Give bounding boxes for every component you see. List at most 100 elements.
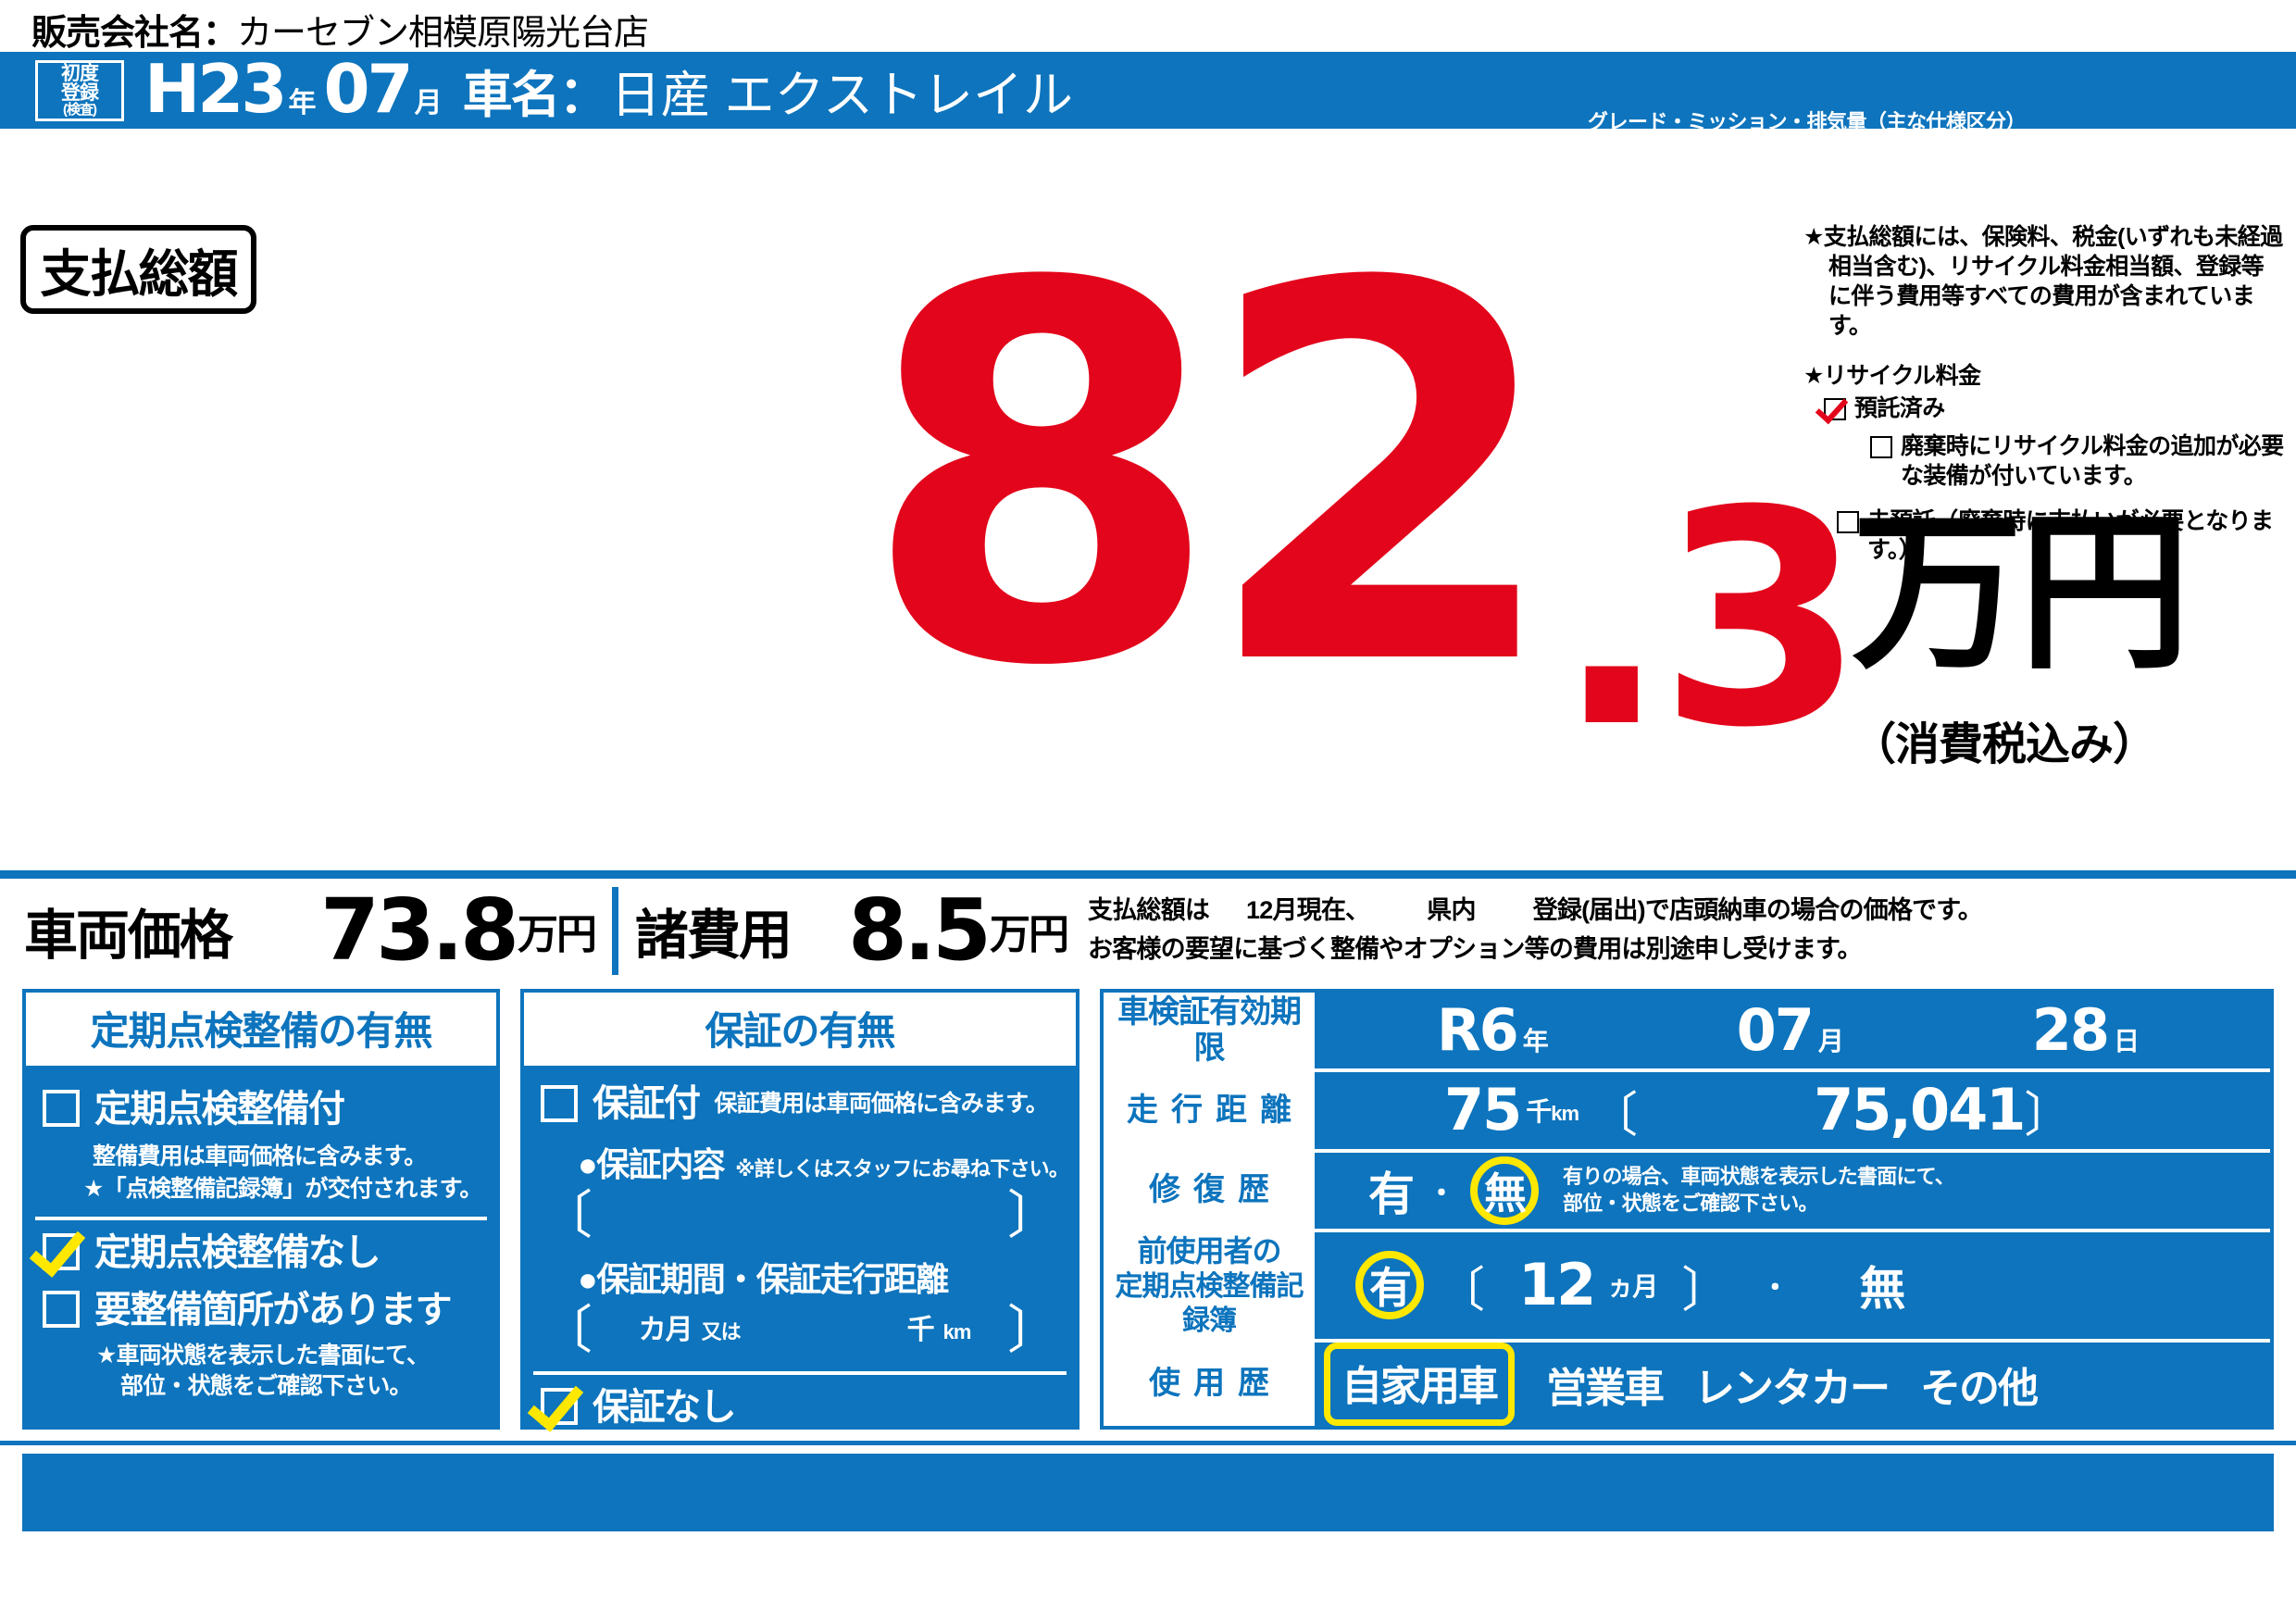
- usage-option-private-selected[interactable]: 自家用車: [1324, 1342, 1515, 1426]
- inspection-repair-note-2: 部位・状態をご確認下さい。: [120, 1372, 412, 1399]
- total-price-badge: 支払総額: [20, 225, 256, 314]
- grade-value: 20Xt: [1594, 137, 1682, 172]
- split-note-month: 12: [1246, 896, 1273, 925]
- bracket-close-icon-2: 〕: [1007, 1301, 1059, 1359]
- inspection-option-with[interactable]: 定期点検整備付: [43, 1090, 496, 1129]
- usage-option-rental[interactable]: レンタカー: [1694, 1365, 1890, 1411]
- inspection-panel-divider: [35, 1217, 487, 1220]
- row-value-usage-history: 自家用車 営業車 レンタカー その他: [1315, 1342, 2270, 1426]
- table-row-repair-history: 修復歴 有 ・ 無 有りの場合、車両状態を表示した書面にて、 部位・状態をご確認…: [1104, 1152, 2270, 1232]
- repair-history-separator: ・: [1428, 1178, 1455, 1209]
- dealer-row: 販売会社名： カーセブン相模原陽光台店: [31, 6, 649, 53]
- warranty-period-field[interactable]: 〔 カ月 又は 千 km 〕: [524, 1305, 1076, 1356]
- checkbox-icon-warranty-with[interactable]: [541, 1085, 578, 1122]
- bracket-open-icon-2: 〔: [541, 1301, 593, 1359]
- checkbox-icon-recycle-deposited[interactable]: [1824, 398, 1846, 420]
- warranty-panel-title: 保証の有無: [524, 993, 1076, 1066]
- checkbox-icon-recycle-undeposited[interactable]: [1837, 510, 1859, 533]
- record-bracket-open-icon: 〔: [1437, 1263, 1486, 1318]
- repair-history-note-line1: 有りの場合、車両状態を表示した書面にて、: [1563, 1165, 1955, 1189]
- first-reg-month-unit: 月: [414, 88, 443, 119]
- prev-owner-record-separator: ・: [1761, 1273, 1790, 1305]
- fees-unit: 万円: [990, 912, 1069, 957]
- prev-owner-record-yes-selected[interactable]: 有: [1355, 1251, 1424, 1320]
- usage-option-commercial[interactable]: 営業車: [1546, 1365, 1665, 1411]
- split-divider: [612, 886, 619, 975]
- warranty-content-field[interactable]: 〔 〕: [524, 1190, 1076, 1242]
- grade-block: グレード・ミッション・排気量（主な仕様区分） 20Xt: [1587, 106, 2027, 173]
- split-notes: 支払総額は 12月現在、 県内 登録(届出)で店頭納車の場合の価格です。 お客様の要望…: [1088, 892, 1983, 969]
- first-reg-year-unit: 年: [288, 88, 317, 119]
- warranty-or-label: 又は: [701, 1320, 742, 1343]
- prev-owner-record-head-line1: 前使用者の: [1137, 1233, 1281, 1268]
- mileage-bracket-close-icon: 〕: [2024, 1088, 2073, 1143]
- table-row-usage-history: 使用歴 自家用車 営業車 レンタカー その他: [1104, 1342, 2270, 1426]
- split-note-area: 県内: [1427, 896, 1476, 925]
- recycle-deposited-option[interactable]: 預託済み: [1824, 394, 2285, 423]
- table-row-mileage: 走行距離 75 千km 〔 75,041 〕: [1104, 1072, 2270, 1153]
- vehicle-price-label: 車両価格: [24, 906, 233, 966]
- registration-badge-line1: 初度: [61, 63, 99, 84]
- total-price-tax-note: （消費税込み）: [1852, 720, 2157, 769]
- dealer-name: カーセブン相模原陽光台店: [237, 13, 649, 53]
- expiry-month-unit: 月: [1817, 1027, 1844, 1056]
- total-price-block: 82 .3 万円 （消費税込み）: [0, 139, 2296, 870]
- repair-history-yes[interactable]: 有: [1368, 1168, 1415, 1220]
- repair-history-note: 有りの場合、車両状態を表示した書面にて、 部位・状態をご確認下さい。: [1563, 1164, 1955, 1217]
- mileage-exact-value: 75,041: [1814, 1076, 2026, 1144]
- footer-divider: [0, 1441, 2296, 1445]
- dealer-label: 販売会社名：: [31, 13, 238, 53]
- warranty-content-label: ●保証内容: [578, 1145, 726, 1183]
- prev-owner-record-months: 12: [1518, 1251, 1596, 1319]
- repair-history-no-selected[interactable]: 無: [1470, 1156, 1539, 1225]
- inspection-note-1: 整備費用は車両価格に含みます。: [93, 1143, 427, 1169]
- warranty-option-with[interactable]: 保証付 保証費用は車両価格に含みます。: [541, 1084, 1076, 1123]
- checkbox-icon-inspection-with[interactable]: [43, 1090, 80, 1127]
- warranty-option-with-label: 保証付: [593, 1083, 701, 1124]
- row-value-repair-history: 有 ・ 無 有りの場合、車両状態を表示した書面にて、 部位・状態をご確認下さい。: [1315, 1153, 2270, 1229]
- inspection-repair-note-1: ★車両状態を表示した書面にて、: [96, 1343, 430, 1368]
- inspection-option-needs-repair-label: 要整備箇所があります: [94, 1290, 453, 1330]
- header-banner: 初度 登録 (検査) H23 年 07 月 車名： 日産 エクストレイル グレー…: [0, 52, 2296, 172]
- row-header-repair-history: 修復歴: [1104, 1152, 1315, 1229]
- registration-badge-line2: 登録: [61, 82, 99, 104]
- mileage-bracket-open-icon: 〔: [1590, 1088, 1639, 1143]
- recycle-extra-option[interactable]: 廃棄時にリサイクル料金の追加が必要な装備が付いています。: [1870, 432, 2285, 491]
- usage-option-other[interactable]: その他: [1920, 1365, 2039, 1411]
- checkbox-icon-warranty-without[interactable]: [541, 1388, 578, 1425]
- inspection-option-needs-repair[interactable]: 要整備箇所があります: [43, 1291, 496, 1330]
- warranty-option-without[interactable]: 保証なし: [541, 1388, 1076, 1427]
- warranty-period-row: ●保証期間・保証走行距離: [578, 1253, 1076, 1301]
- repair-history-note-line2: 部位・状態をご確認下さい。: [1563, 1191, 1818, 1215]
- fees-label: 諸費用: [635, 906, 792, 966]
- recycle-extra-label: 廃棄時にリサイクル料金の追加が必要な装備が付いています。: [1901, 433, 2284, 489]
- checkbox-icon-recycle-extra[interactable]: [1870, 436, 1892, 459]
- recycle-undeposited-option[interactable]: 未預託（廃棄時に支払いが必要となります。）: [1837, 507, 2285, 566]
- prev-owner-record-no[interactable]: 無: [1859, 1263, 1905, 1316]
- registration-badge: 初度 登録 (検査): [35, 59, 124, 121]
- warranty-panel: 保証の有無 保証付 保証費用は車両価格に含みます。 ●保証内容 ※詳しくはスタッ…: [520, 989, 1079, 1430]
- vehicle-detail-table: 車検証有効期限 R6 年 07 月 28 日 走行距離 75 千km 〔 75,041…: [1100, 989, 2274, 1430]
- expiry-month-value: 07: [1736, 996, 1815, 1065]
- inspection-option-without[interactable]: 定期点検整備なし: [43, 1233, 496, 1272]
- recycle-deposited-label: 預託済み: [1854, 395, 1945, 421]
- inspection-option-without-label: 定期点検整備なし: [94, 1232, 381, 1273]
- inspection-note-2: ★「点検整備記録簿」が交付されます。: [83, 1175, 482, 1202]
- registration-badge-line3: (検査): [63, 102, 97, 118]
- banner-main: H23 年 07 月 車名： 日産 エクストレイル: [144, 54, 1073, 127]
- warranty-option-without-label: 保証なし: [593, 1387, 737, 1428]
- grade-caption: グレード・ミッション・排気量（主な仕様区分）: [1587, 110, 2027, 133]
- total-price-badge-label: 支払総額: [40, 245, 238, 303]
- total-price-integer: 82: [861, 176, 1562, 780]
- checkbox-icon-inspection-without[interactable]: [43, 1233, 80, 1270]
- bracket-close-icon: 〕: [1007, 1186, 1059, 1244]
- checkbox-icon-inspection-needs-repair[interactable]: [43, 1291, 80, 1328]
- split-note-line-2: お客様の要望に基づく整備やオプション等の費用は別途申し受けます。: [1088, 935, 1863, 963]
- bracket-open-icon: 〔: [541, 1186, 593, 1244]
- split-note-suffix: 登録(届出)で店頭納車の場合の価格です。: [1532, 896, 1983, 925]
- warranty-content-row: ●保証内容 ※詳しくはスタッフにお尋ね下さい。: [578, 1138, 1076, 1186]
- total-price-inclusion-note: ★支払総額には、保険料、税金(いずれも未経過相当含む)、リサイクル料金相当額、登…: [1803, 224, 2283, 339]
- first-reg-month-value: 07: [323, 50, 413, 128]
- mileage-thousand-unit: 千km: [1526, 1097, 1579, 1127]
- inspection-option-with-label: 定期点検整備付: [94, 1089, 345, 1130]
